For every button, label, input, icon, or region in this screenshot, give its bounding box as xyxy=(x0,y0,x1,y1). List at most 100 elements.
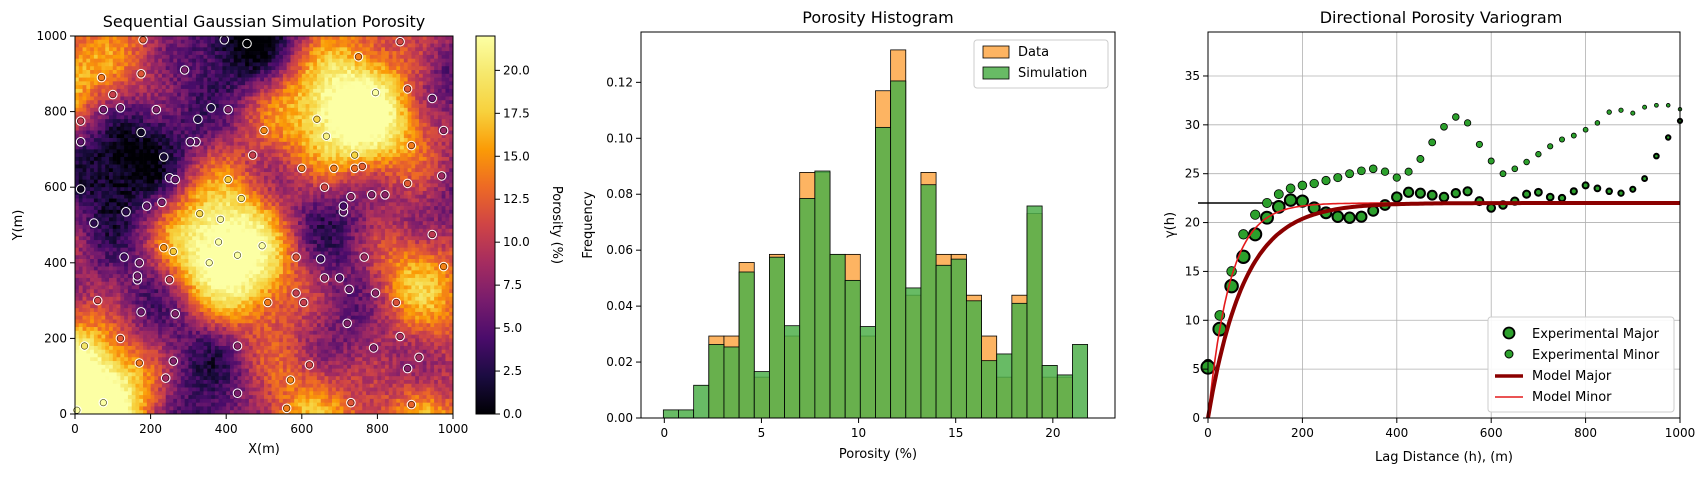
minor-point xyxy=(1464,120,1470,126)
major-point xyxy=(1618,191,1623,196)
major-point xyxy=(1392,192,1401,201)
colorbar-tick-label: 17.5 xyxy=(503,106,530,120)
colorbar-tick-label: 5.0 xyxy=(503,321,522,335)
minor-point xyxy=(1452,114,1459,121)
minor-point xyxy=(1346,170,1354,178)
simulation-bar xyxy=(982,361,997,418)
y-tick-label: 400 xyxy=(44,256,67,270)
major-point xyxy=(1583,182,1589,188)
y-tick-label: 25 xyxy=(1185,167,1200,181)
y-tick-label: 0 xyxy=(59,407,67,421)
minor-point xyxy=(1286,184,1295,193)
histogram-xlabel: Porosity (%) xyxy=(839,447,917,462)
minor-point xyxy=(1500,171,1506,177)
simulation-bar xyxy=(997,354,1012,418)
minor-point xyxy=(1322,176,1330,184)
minor-point xyxy=(1536,151,1542,157)
major-point xyxy=(1344,213,1354,223)
major-point xyxy=(1642,176,1647,181)
minor-point xyxy=(1607,110,1612,115)
minor-point xyxy=(1643,105,1647,109)
y-tick-label: 0.08 xyxy=(606,187,633,201)
y-tick-label: 0.12 xyxy=(606,75,633,89)
x-tick-label: 200 xyxy=(1291,426,1314,440)
legend-data-label: Data xyxy=(1018,45,1049,60)
histogram-title: Porosity Histogram xyxy=(802,8,954,27)
legend-major-marker xyxy=(1504,328,1515,339)
major-point xyxy=(1559,195,1565,201)
colorbar-ticks: 0.02.55.07.510.012.515.017.520.0 xyxy=(495,63,530,421)
simulation-bar xyxy=(860,327,875,418)
simulation-bar xyxy=(785,326,800,418)
major-point xyxy=(1356,212,1366,222)
colorbar-label: Porosity (%) xyxy=(549,186,564,264)
y-tick-label: 0.10 xyxy=(606,131,633,145)
y-tick-label: 15 xyxy=(1185,264,1200,278)
simulation-bar xyxy=(845,280,860,418)
simulation-bar xyxy=(830,254,845,418)
sgs-map-panel: Sequential Gaussian Simulation Porosity … xyxy=(11,12,564,457)
minor-point xyxy=(1548,144,1553,149)
major-point xyxy=(1440,193,1449,202)
legend-minor-label: Experimental Minor xyxy=(1532,348,1660,363)
x-tick-label: 0 xyxy=(71,422,79,436)
minor-point xyxy=(1476,141,1482,147)
sgs-map-title: Sequential Gaussian Simulation Porosity xyxy=(103,12,426,31)
simulation-bar xyxy=(1027,206,1042,418)
x-tick-label: 20 xyxy=(1045,426,1060,440)
simulation-bar xyxy=(891,81,906,418)
minor-point xyxy=(1619,108,1623,112)
minor-point xyxy=(1571,133,1576,138)
legend-simulation-swatch xyxy=(983,67,1009,79)
colorbar-tick-label: 12.5 xyxy=(503,192,530,206)
simulation-bar xyxy=(906,288,921,418)
x-tick-label: 5 xyxy=(758,426,766,440)
y-tick-label: 0.00 xyxy=(606,411,633,425)
minor-point xyxy=(1334,173,1342,181)
major-point xyxy=(1606,189,1612,195)
minor-point xyxy=(1654,103,1658,107)
colorbar xyxy=(476,36,495,414)
legend-simulation-label: Simulation xyxy=(1018,66,1087,81)
y-tick-label: 5 xyxy=(1192,362,1200,376)
legend-major-label: Experimental Major xyxy=(1532,327,1660,342)
minor-point xyxy=(1393,174,1400,181)
simulation-bar xyxy=(754,372,769,418)
y-tick-label: 1000 xyxy=(36,29,67,43)
major-point xyxy=(1285,194,1296,205)
x-tick-label: 400 xyxy=(215,422,238,436)
simulation-bar xyxy=(1057,375,1072,418)
x-tick-label: 1000 xyxy=(438,422,469,436)
y-tick-label: 30 xyxy=(1185,118,1200,132)
x-tick-label: 15 xyxy=(948,426,963,440)
simulation-bar xyxy=(966,301,981,418)
x-tick-label: 400 xyxy=(1385,426,1408,440)
histogram-bars xyxy=(663,50,1087,418)
simulation-bar xyxy=(678,410,693,418)
major-point xyxy=(1428,191,1437,200)
simulation-bar xyxy=(800,198,815,418)
minor-point xyxy=(1369,165,1377,173)
colorbar-tick-label: 7.5 xyxy=(503,278,522,292)
simulation-bar xyxy=(663,410,678,418)
major-point xyxy=(1595,186,1601,192)
simulation-bar xyxy=(694,385,709,418)
minor-point xyxy=(1666,103,1670,107)
x-tick-label: 0 xyxy=(660,426,668,440)
major-point xyxy=(1571,188,1577,194)
major-point xyxy=(1404,188,1413,197)
simulation-bar xyxy=(769,257,784,418)
histogram-y-ticks: 0.000.020.040.060.080.100.12 xyxy=(606,75,641,425)
major-point xyxy=(1523,191,1530,198)
major-point xyxy=(1464,187,1472,195)
simulation-bar xyxy=(1012,303,1027,418)
variogram-title: Directional Porosity Variogram xyxy=(1320,8,1563,27)
sgs-map-xlabel: X(m) xyxy=(248,442,280,457)
